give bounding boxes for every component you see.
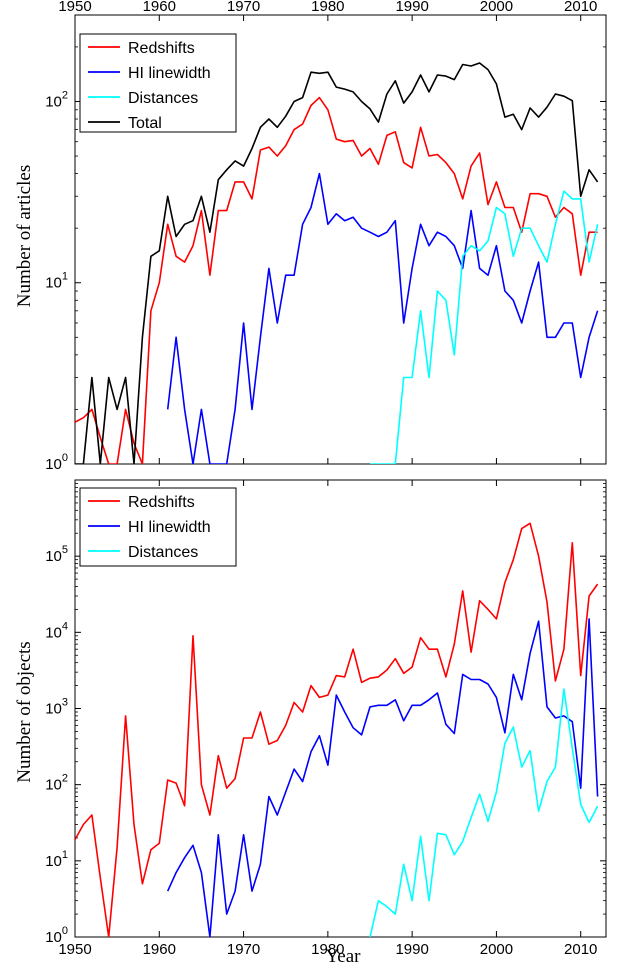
articles-panel: 100 101 102 1950 1960 1970 1980 1990 2000 2010 Red… xyxy=(14,0,607,473)
articles-axes-frame xyxy=(74,14,607,465)
articles-line-redshifts xyxy=(75,96,598,464)
articles-legend-box xyxy=(79,33,237,133)
articles-y-tick-label: 100 xyxy=(45,452,68,473)
articles-x-tick-label: 1970 xyxy=(227,0,260,15)
objects-y-tick-label: 104 xyxy=(45,620,68,641)
objects-legend-label-redshifts: Redshifts xyxy=(128,494,195,511)
objects-line-distances xyxy=(369,688,599,937)
objects-x-tick-label: 2000 xyxy=(480,941,513,958)
articles-x-tick-label: 1980 xyxy=(311,0,344,15)
articles-x-tick-label: 1990 xyxy=(395,0,428,15)
articles-x-tick-label: 2010 xyxy=(564,0,597,15)
objects-x-tick-label: 1970 xyxy=(227,941,260,958)
objects-series-lines xyxy=(75,522,599,937)
articles-y-tick-label: 102 xyxy=(45,89,68,110)
objects-legend-label-distances: Distances xyxy=(128,544,198,561)
objects-y-tick-label: 103 xyxy=(45,697,68,718)
objects-x-tick-label: 1960 xyxy=(143,941,176,958)
objects-legend-label-hi-linewidth: HI linewidth xyxy=(128,519,211,536)
objects-y-tick-label: 105 xyxy=(45,544,68,565)
articles-line-total xyxy=(75,62,599,464)
articles-legend-label-redshifts: Redshifts xyxy=(128,40,195,57)
articles-plot-area: 100 101 102 1950 1960 1970 1980 1990 2000 2010 Red… xyxy=(45,0,607,473)
articles-line-hi-linewidth xyxy=(166,172,599,464)
objects-x-tick-label: 2010 xyxy=(564,941,597,958)
objects-y-minor-ticks xyxy=(75,483,606,915)
articles-series-lines xyxy=(75,62,599,464)
articles-y-minor-ticks xyxy=(75,14,606,410)
objects-y-tick-label: 102 xyxy=(45,773,68,794)
articles-y-tick-label: 101 xyxy=(45,271,68,292)
articles-line-distances xyxy=(370,190,599,464)
articles-y-axis-label: Number of articles xyxy=(14,165,35,307)
objects-x-tick-label: 1990 xyxy=(395,941,428,958)
objects-y-axis-label: Number of objects xyxy=(14,641,35,782)
articles-legend-label-distances: Distances xyxy=(128,90,198,107)
articles-legend-label-total: Total xyxy=(128,115,162,132)
articles-x-tick-label: 1950 xyxy=(58,0,91,15)
articles-legend: Redshifts HI linewidth Distances Total xyxy=(79,33,237,133)
articles-x-tick-label: 2000 xyxy=(480,0,513,15)
objects-x-axis-label: Year xyxy=(325,946,361,967)
objects-x-tick-label: 1950 xyxy=(58,941,91,958)
objects-line-redshifts xyxy=(75,522,599,937)
articles-x-tick-label: 1960 xyxy=(143,0,176,15)
objects-x-tick-label: 1980 xyxy=(311,941,344,958)
objects-line-hi-linewidth xyxy=(166,618,599,937)
objects-legend: Redshifts HI linewidth Distances xyxy=(79,487,237,567)
articles-legend-label-hi-linewidth: HI linewidth xyxy=(128,65,211,82)
objects-y-tick-label: 101 xyxy=(45,849,68,870)
